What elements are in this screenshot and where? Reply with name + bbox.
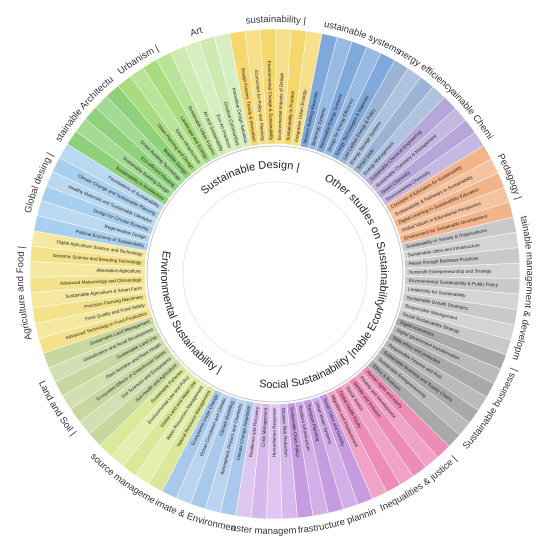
- topic-label: Leadership for Sustainability: [408, 287, 467, 299]
- group-label-path: sustainability |: [245, 14, 306, 27]
- topic-label: Environmental Impacts of Design: [277, 72, 284, 140]
- topic-label: Crisis Management: [261, 407, 269, 448]
- group-label-path: Art: [189, 25, 204, 39]
- topic-label: Humanitarian Response: [272, 408, 277, 458]
- topic-label: Alternative Agriculture: [96, 268, 141, 274]
- topic-wedge: [59, 143, 166, 213]
- topic-label: Environmental Change & Sustainability: [267, 61, 274, 141]
- topic-label: Peace through Business Practices: [408, 256, 479, 266]
- group-label: sustainability |: [245, 14, 306, 27]
- topic-label: Economics for Policy and Planning: [254, 70, 266, 141]
- inner-guide: [182, 181, 368, 367]
- group-label: Art: [189, 25, 204, 39]
- topic-label: Environmental Sustainability & Public Po…: [409, 278, 499, 288]
- topic-label: Sustainable Cities Policy: [289, 407, 300, 458]
- topic-label: Advanced Meteorology and Climatology: [60, 277, 142, 286]
- inner-circle: [146, 145, 404, 403]
- topic-label: Sustainability in Practice: [285, 90, 295, 140]
- topic-label: Disaster Risk Reduction: [281, 408, 289, 458]
- topic-label: Resilience and Recovery: [248, 406, 260, 458]
- topic-label: Nonprofit Entrepreneurship and Strategy: [409, 268, 492, 274]
